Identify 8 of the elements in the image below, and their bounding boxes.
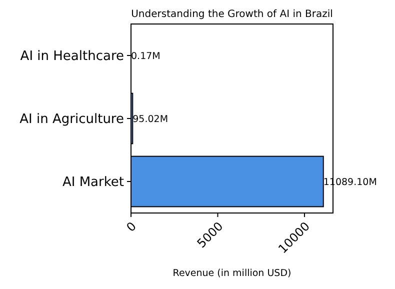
y-tick-label: AI Market <box>62 175 124 190</box>
data-label: 95.02M <box>132 114 168 125</box>
chart-title: Understanding the Growth of AI in Brazil <box>131 9 333 20</box>
x-tick-label: 0 <box>124 219 140 234</box>
x-axis-title: Revenue (in million USD) <box>172 268 292 279</box>
data-label: 0.17M <box>131 50 160 62</box>
y-tick-label: AI in Healthcare <box>20 49 124 64</box>
y-tick-label: AI in Agriculture <box>20 112 124 128</box>
